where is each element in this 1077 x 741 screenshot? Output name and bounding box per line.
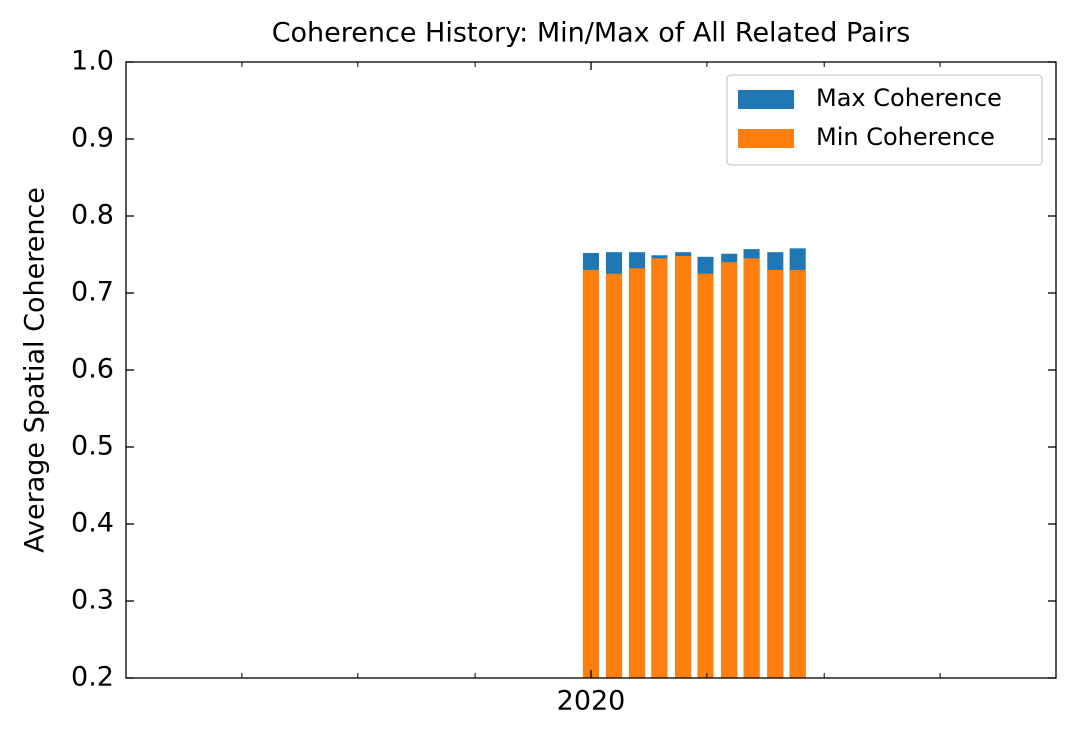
bar [651,258,668,678]
chart-title: Coherence History: Min/Max of All Relate… [272,18,911,49]
bar [789,269,806,678]
y-tick-label: 0.9 [71,123,114,154]
y-tick-label: 1.0 [71,46,114,77]
legend-label: Max Coherence [816,84,1002,112]
legend-box [726,74,1043,166]
bar [697,273,714,678]
x-tick-label: 2020 [557,686,626,717]
bar [721,262,738,678]
bar [629,268,646,678]
y-axis-label: Average Spatial Coherence [20,187,51,553]
y-tick-label: 0.6 [71,354,114,385]
legend-swatch [738,90,794,109]
bar [606,273,623,678]
bar [743,258,760,678]
legend-label: Min Coherence [816,123,995,151]
bar [582,269,600,678]
bar [767,269,784,678]
y-tick-label: 0.4 [71,508,114,539]
y-tick-label: 0.7 [71,277,114,308]
y-tick-label: 0.8 [71,200,114,231]
bar [675,256,692,678]
legend-swatch [738,129,794,148]
y-tick-label: 0.3 [71,585,114,616]
y-tick-label: 0.5 [71,431,114,462]
plot-frame [125,61,1057,679]
y-tick-label: 0.2 [71,662,114,693]
